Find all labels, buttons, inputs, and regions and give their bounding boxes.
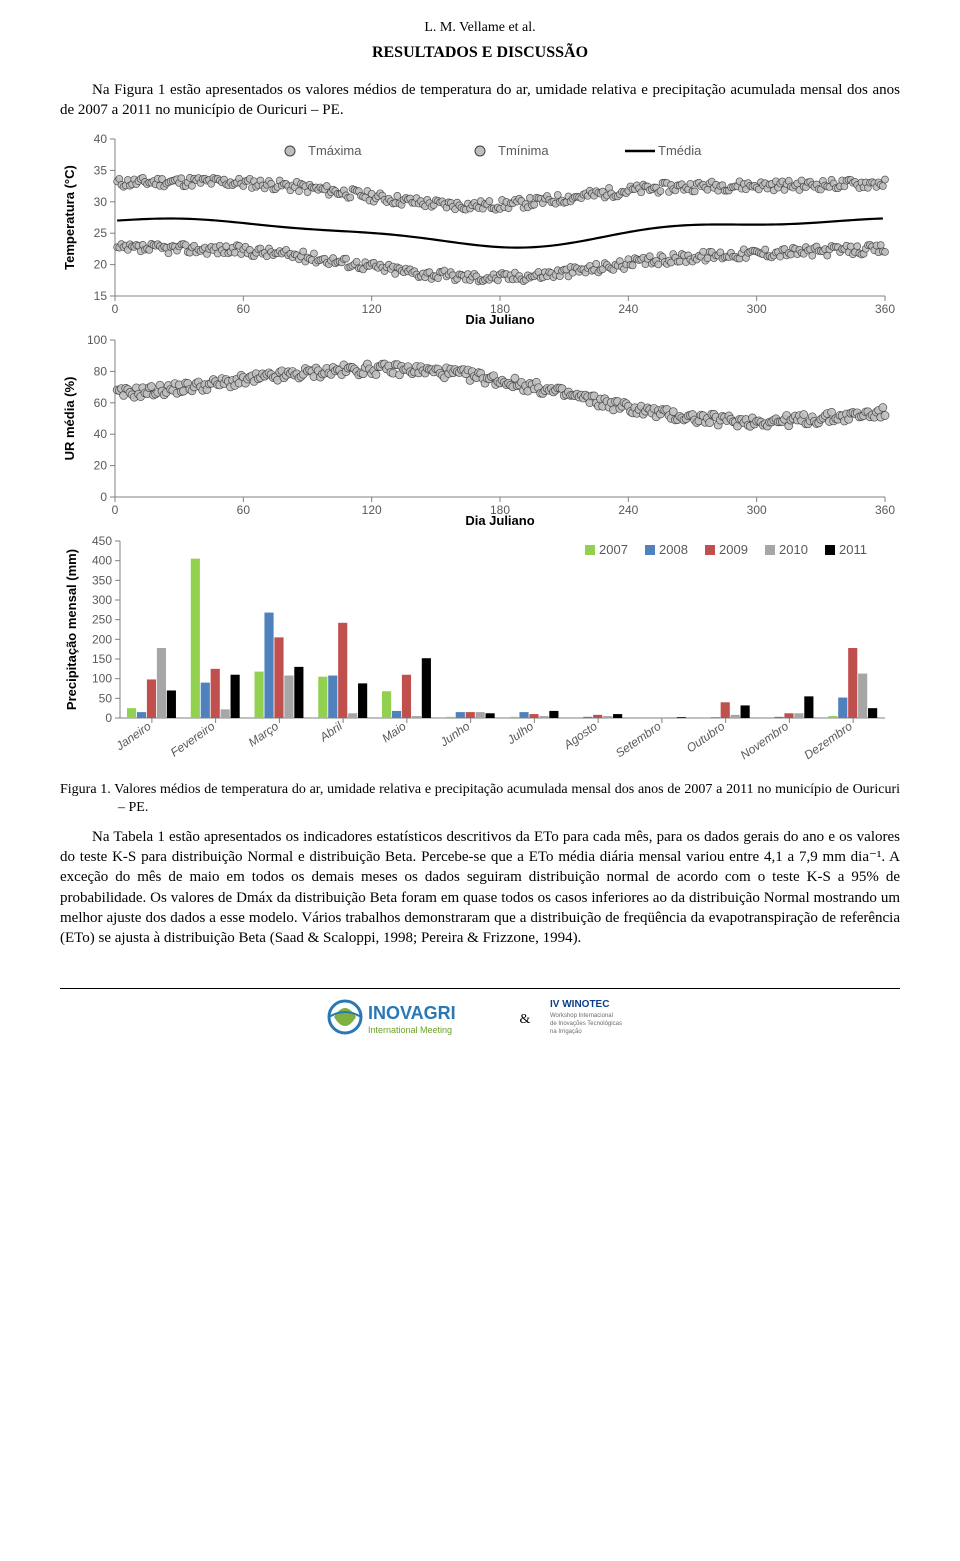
svg-text:200: 200 (92, 632, 112, 646)
svg-text:360: 360 (875, 302, 895, 316)
svg-text:Dia Juliano: Dia Juliano (465, 312, 534, 326)
temperature-chart: 060120180240300360152025303540Temperatur… (60, 131, 900, 326)
svg-text:80: 80 (94, 364, 108, 378)
svg-text:Fevereiro: Fevereiro (168, 718, 218, 759)
svg-text:0: 0 (100, 490, 107, 504)
svg-text:UR média (%): UR média (%) (62, 376, 77, 460)
svg-text:2008: 2008 (659, 542, 688, 557)
svg-text:2011: 2011 (839, 542, 867, 557)
svg-text:120: 120 (362, 302, 382, 316)
winotec-logo: IV WINOTEC Workshop Internacional de Ino… (550, 995, 640, 1045)
svg-text:Dia Juliano: Dia Juliano (465, 513, 534, 527)
svg-text:30: 30 (94, 194, 108, 208)
svg-text:0: 0 (105, 711, 112, 725)
svg-text:Janeiro: Janeiro (113, 718, 154, 753)
svg-text:Temperatura (°C): Temperatura (°C) (62, 165, 77, 270)
section-title: RESULTADOS E DISCUSSÃO (60, 44, 900, 62)
svg-text:0: 0 (112, 302, 119, 316)
intro-paragraph: Na Figura 1 estão apresentados os valore… (60, 80, 900, 121)
svg-text:2010: 2010 (779, 542, 808, 557)
svg-text:60: 60 (94, 395, 108, 409)
inovagri-subtext: International Meeting (368, 1025, 452, 1035)
svg-text:40: 40 (94, 427, 108, 441)
svg-text:Setembro: Setembro (613, 718, 664, 759)
winotec-sub2: de Inovações Tecnológicas (550, 1021, 622, 1027)
svg-text:120: 120 (362, 503, 382, 517)
svg-text:2009: 2009 (719, 542, 748, 557)
svg-text:240: 240 (618, 302, 638, 316)
svg-text:350: 350 (92, 573, 112, 587)
svg-text:60: 60 (237, 302, 251, 316)
svg-text:150: 150 (92, 652, 112, 666)
body-paragraph: Na Tabela 1 estão apresentados os indica… (60, 827, 900, 949)
ampersand: & (520, 1012, 531, 1028)
svg-text:Agosto: Agosto (560, 718, 600, 752)
humidity-chart: 060120180240300360020406080100UR média (… (60, 332, 900, 527)
svg-text:450: 450 (92, 534, 112, 548)
svg-text:Tmáxima: Tmáxima (308, 143, 362, 158)
winotec-sub3: na Irrigação (550, 1029, 582, 1035)
svg-text:60: 60 (237, 503, 251, 517)
winotec-sub1: Workshop Internacional (550, 1013, 613, 1019)
precipitation-chart: 0 50 100 150 200 250 300 350 400 450 Precipitação … (60, 533, 900, 773)
svg-text:Maio: Maio (379, 718, 409, 745)
svg-text:Junho: Junho (437, 718, 473, 749)
svg-text:20: 20 (94, 458, 108, 472)
svg-text:300: 300 (747, 503, 767, 517)
svg-text:2007: 2007 (599, 542, 628, 557)
svg-text:Novembro: Novembro (738, 718, 792, 761)
svg-text:360: 360 (875, 503, 895, 517)
svg-text:240: 240 (618, 503, 638, 517)
svg-text:15: 15 (94, 289, 108, 303)
svg-text:Outubro: Outubro (684, 718, 728, 755)
svg-text:35: 35 (94, 163, 108, 177)
svg-text:Dezembro: Dezembro (801, 718, 855, 761)
svg-text:Julho: Julho (504, 718, 537, 747)
svg-text:400: 400 (92, 553, 112, 567)
svg-text:Abril: Abril (316, 718, 345, 744)
svg-text:25: 25 (94, 226, 108, 240)
svg-text:300: 300 (747, 302, 767, 316)
svg-text:Tmínima: Tmínima (498, 143, 549, 158)
svg-text:300: 300 (92, 593, 112, 607)
inovagri-text: INOVAGRI (368, 1003, 456, 1023)
svg-text:Tmédia: Tmédia (658, 143, 702, 158)
svg-text:Precipitação mensal (mm): Precipitação mensal (mm) (64, 548, 79, 709)
svg-text:0: 0 (112, 503, 119, 517)
winotec-title: IV WINOTEC (550, 999, 609, 1010)
author-header: L. M. Vellame et al. (60, 20, 900, 36)
footer-logos: INOVAGRI International Meeting & IV WINO… (60, 988, 900, 1045)
figure-1-caption: Figura 1. Valores médios de temperatura … (60, 781, 900, 817)
svg-text:Março: Março (246, 718, 282, 749)
svg-text:20: 20 (94, 257, 108, 271)
svg-text:50: 50 (99, 691, 113, 705)
inovagri-logo: INOVAGRI International Meeting (320, 995, 500, 1045)
svg-text:40: 40 (94, 132, 108, 146)
svg-text:100: 100 (92, 671, 112, 685)
svg-text:100: 100 (87, 333, 107, 347)
svg-text:250: 250 (92, 612, 112, 626)
